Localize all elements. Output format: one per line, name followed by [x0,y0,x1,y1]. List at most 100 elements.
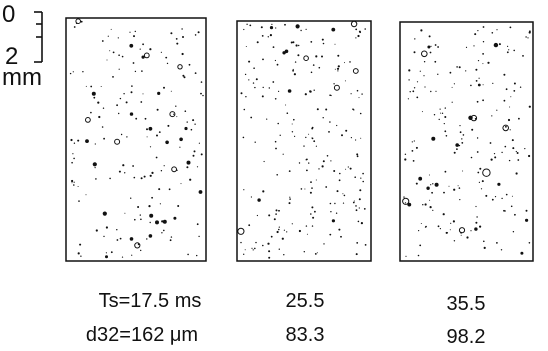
droplet [412,160,415,162]
droplet [126,136,128,138]
droplet [131,85,133,87]
droplet [415,182,418,185]
droplet [505,193,508,196]
droplet [254,247,256,250]
droplet [314,253,317,255]
droplet [349,61,351,63]
droplet [194,123,196,125]
panel-3-frame [399,21,534,262]
droplet [177,205,180,207]
droplet [409,91,411,93]
scale-unit-label: mm [2,64,42,91]
droplet [432,209,434,211]
droplet [340,235,342,238]
droplet [275,27,277,29]
droplet [430,45,432,47]
droplet [491,32,494,34]
droplet [460,231,462,234]
droplet [529,30,531,33]
droplet [263,160,265,163]
droplet [260,26,263,29]
droplet [325,186,328,188]
droplet [487,61,490,64]
droplet [353,200,355,202]
droplet [470,156,473,159]
droplet [311,127,314,130]
droplet [135,117,138,120]
droplet [85,194,87,196]
droplet [434,182,439,187]
droplet [192,154,195,157]
droplet [289,198,291,200]
droplet [297,54,300,57]
droplet [131,254,133,256]
droplet [268,87,270,89]
droplet [314,210,316,213]
droplet [306,169,308,172]
droplet [476,151,479,153]
droplet [262,244,264,247]
panel-1-droplets [69,18,204,259]
droplet [278,248,280,250]
droplet [292,41,295,44]
droplet [137,206,140,208]
droplet [196,254,198,257]
droplet [250,116,253,119]
droplet [149,146,152,148]
droplet [198,235,200,238]
droplet [461,138,463,140]
droplet [267,36,269,38]
droplet [252,82,255,84]
droplet [525,209,528,212]
droplet [430,184,432,186]
droplet [434,60,437,63]
droplet [335,212,338,214]
droplet [270,235,273,238]
droplet [316,252,318,254]
droplet [245,96,247,98]
droplet [482,99,484,102]
droplet [91,91,96,96]
droplet [435,90,437,92]
droplet [179,146,181,148]
droplet [262,58,264,61]
droplet [344,62,345,64]
droplet [328,131,330,133]
droplet [292,69,294,72]
droplet [121,256,124,258]
droplet [334,68,336,70]
droplet [97,101,100,104]
droplet [330,211,332,213]
droplet [200,92,202,95]
droplet [506,51,509,54]
droplet [444,107,446,109]
droplet [255,241,257,244]
droplet [256,41,259,44]
droplet [121,55,124,58]
droplet [360,177,362,179]
droplet [95,178,97,180]
droplet [71,161,73,164]
droplet [330,160,332,162]
droplet [278,209,280,212]
droplet [413,87,416,89]
droplet [519,86,522,88]
droplet [308,133,310,135]
droplet [186,121,188,123]
droplet [449,229,451,231]
droplet [119,97,122,100]
droplet [118,112,120,115]
droplet [311,137,314,140]
droplet [358,198,361,201]
droplet [408,69,411,72]
droplet [285,104,287,106]
droplet [194,72,197,74]
droplet [112,51,115,54]
droplet [85,117,91,123]
droplet [196,166,199,168]
droplet [356,153,359,156]
droplet [253,67,255,69]
droplet [443,191,445,194]
droplet [416,96,419,99]
droplet [361,93,363,95]
